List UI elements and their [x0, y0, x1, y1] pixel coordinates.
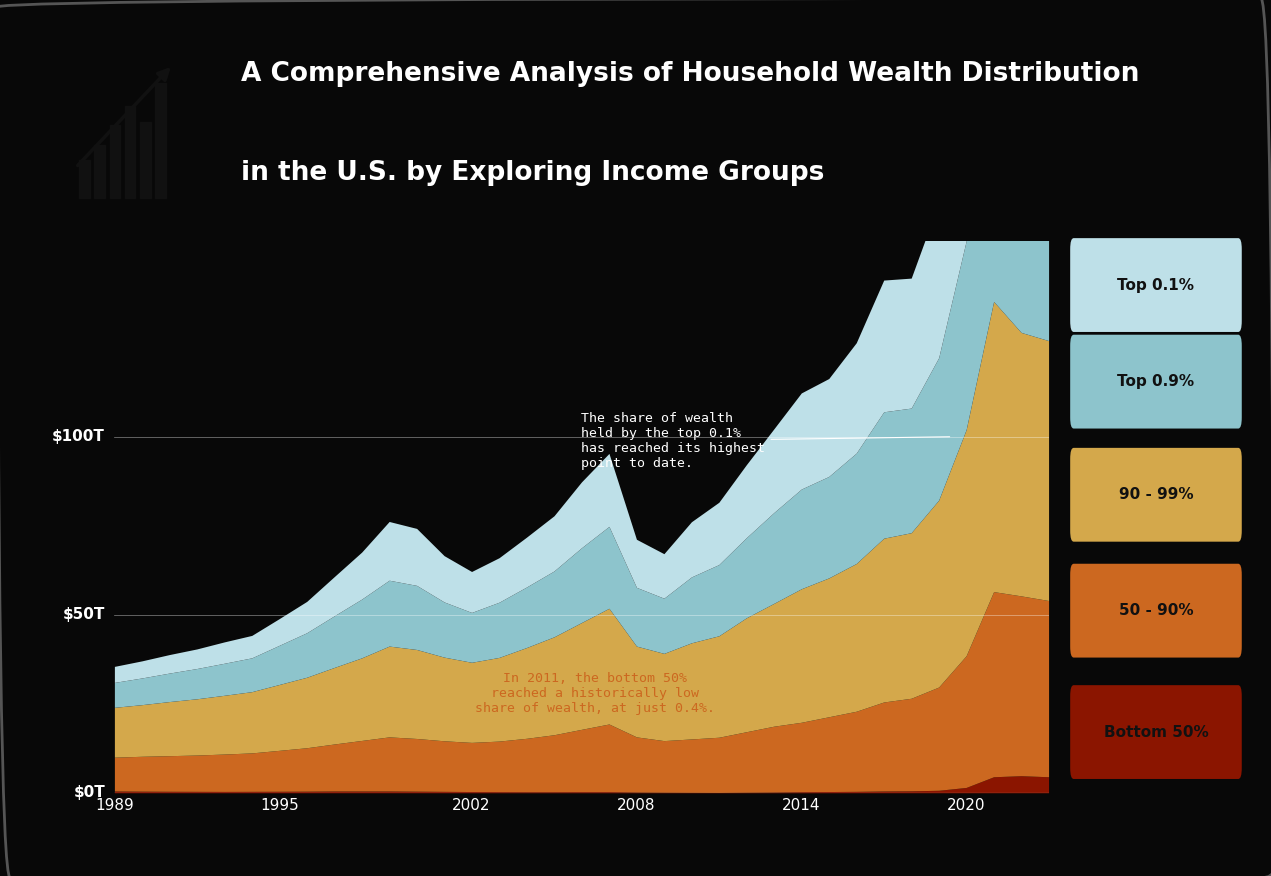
- Text: $0T: $0T: [74, 785, 105, 801]
- Bar: [109, 124, 121, 198]
- Bar: [140, 122, 150, 198]
- Text: A Comprehensive Analysis of Household Wealth Distribution: A Comprehensive Analysis of Household We…: [241, 61, 1139, 88]
- Text: Top 0.1%: Top 0.1%: [1117, 278, 1195, 293]
- Text: Bottom 50%: Bottom 50%: [1103, 724, 1209, 739]
- Text: $50T: $50T: [62, 607, 105, 622]
- Bar: [94, 145, 105, 198]
- FancyBboxPatch shape: [1070, 448, 1242, 541]
- Text: $100T: $100T: [52, 429, 105, 444]
- FancyBboxPatch shape: [1070, 564, 1242, 658]
- Text: 90 - 99%: 90 - 99%: [1118, 487, 1193, 502]
- Text: in the U.S. by Exploring Income Groups: in the U.S. by Exploring Income Groups: [241, 159, 824, 186]
- FancyBboxPatch shape: [1070, 238, 1242, 332]
- Bar: [125, 106, 136, 198]
- Text: The share of wealth
held by the top 0.1%
has reached its highest
point to date.: The share of wealth held by the top 0.1%…: [581, 412, 949, 470]
- Text: 50 - 90%: 50 - 90%: [1118, 604, 1193, 618]
- Bar: [79, 160, 90, 198]
- Text: Top 0.9%: Top 0.9%: [1117, 374, 1195, 389]
- FancyBboxPatch shape: [1070, 335, 1242, 428]
- Text: In 2011, the bottom 50%
reached a historically low
share of wealth, at just 0.4%: In 2011, the bottom 50% reached a histor…: [475, 672, 716, 715]
- FancyBboxPatch shape: [1070, 685, 1242, 779]
- Bar: [155, 83, 165, 198]
